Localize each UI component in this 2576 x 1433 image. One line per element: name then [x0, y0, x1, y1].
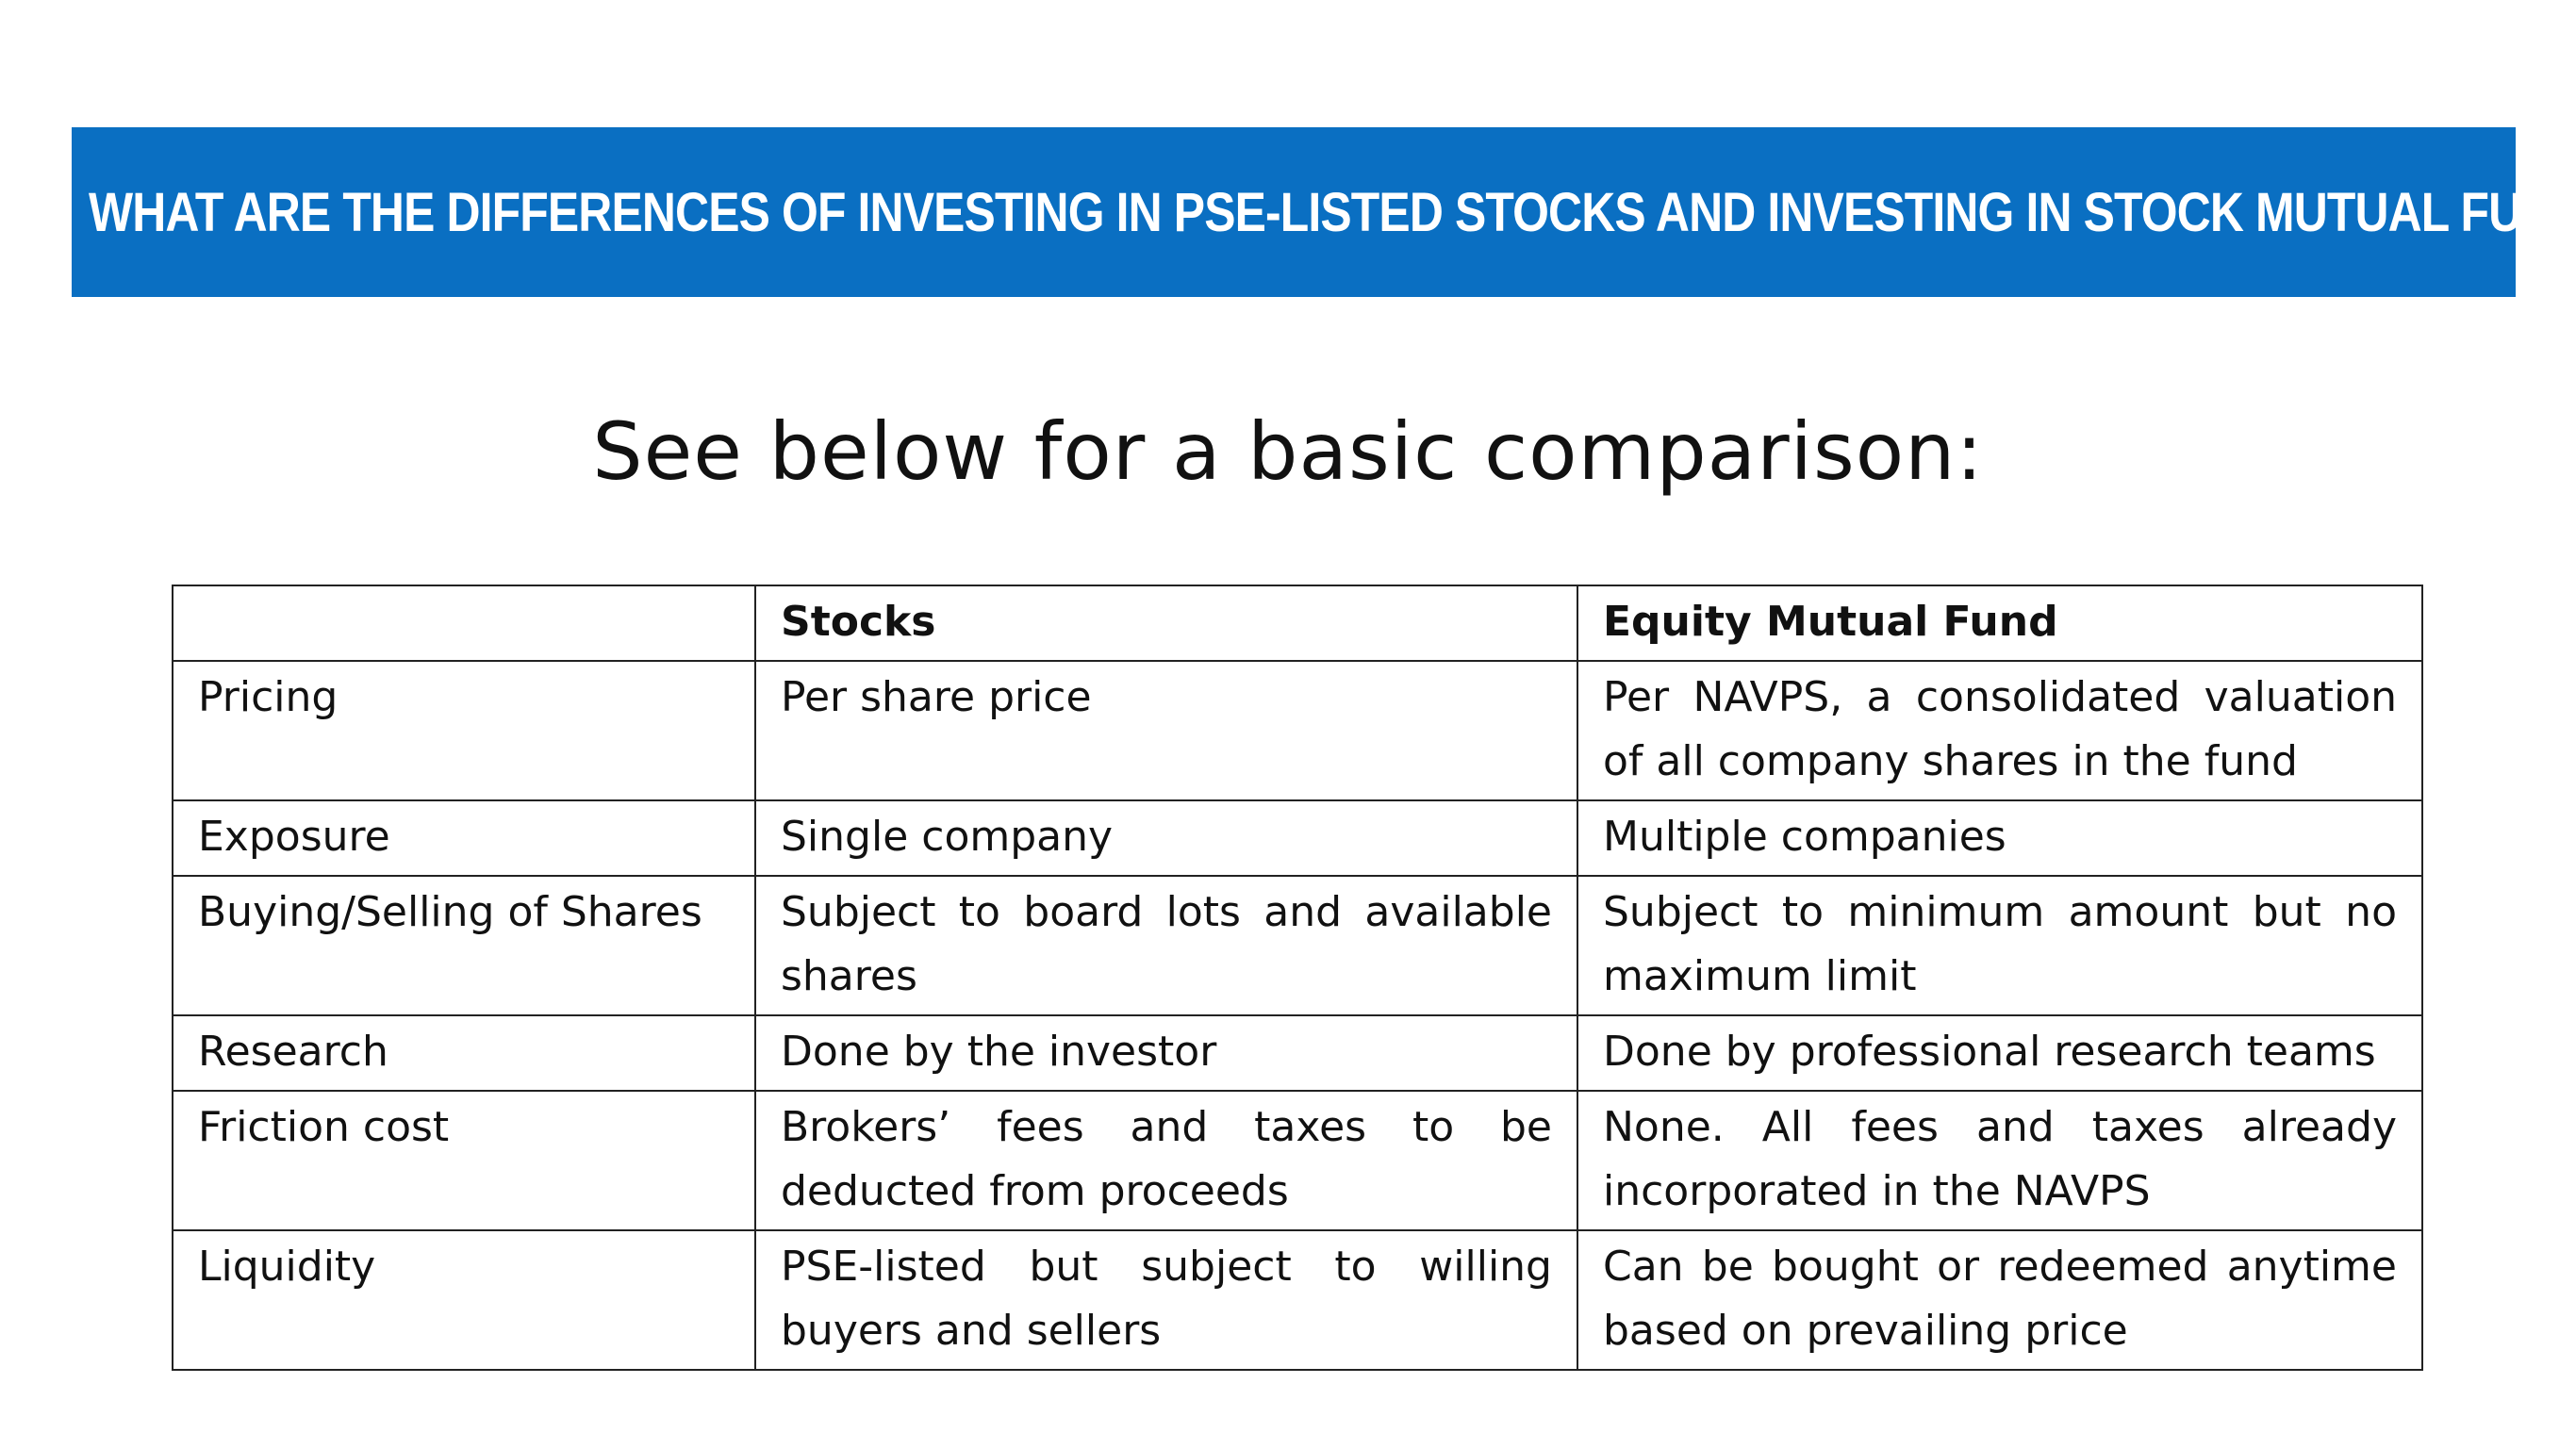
row-label: Research [172, 1014, 756, 1092]
page-title: What are the differences of investing in… [89, 181, 2576, 243]
fund-cell: Per NAVPS, a consolidated valuation of a… [1577, 660, 2423, 801]
stocks-cell: Single company [754, 799, 1578, 877]
header-equity-mutual-fund: Equity Mutual Fund [1577, 585, 2423, 662]
fund-cell: None. All fees and taxes already incorpo… [1577, 1090, 2423, 1231]
row-label: Exposure [172, 799, 756, 877]
row-label: Buying/Selling of Shares [172, 875, 756, 1016]
table-row: Pricing Per share price Per NAVPS, a con… [172, 660, 2423, 801]
subtitle: See below for a basic comparison: [592, 405, 1984, 498]
stocks-cell: Done by the investor [754, 1014, 1578, 1092]
header-empty [172, 585, 756, 662]
table-row: Friction cost Brokers’ fees and taxes to… [172, 1090, 2423, 1231]
title-banner: What are the differences of investing in… [72, 127, 2576, 297]
table-row: Liquidity PSE-listed but subject to will… [172, 1229, 2423, 1371]
row-label: Liquidity [172, 1229, 756, 1371]
stocks-cell: PSE-listed but subject to willing buyers… [754, 1229, 1578, 1371]
row-label: Friction cost [172, 1090, 756, 1231]
table-row: Research Done by the investor Done by pr… [172, 1014, 2423, 1092]
stocks-cell: Brokers’ fees and taxes to be deducted f… [754, 1090, 1578, 1231]
fund-cell: Multiple companies [1577, 799, 2423, 877]
fund-cell: Done by professional research teams [1577, 1014, 2423, 1092]
table-header-row: Stocks Equity Mutual Fund [172, 585, 2423, 662]
fund-cell: Can be bought or redeemed anytime based … [1577, 1229, 2423, 1371]
stocks-cell: Subject to board lots and available shar… [754, 875, 1578, 1016]
table-row: Exposure Single company Multiple compani… [172, 799, 2423, 877]
comparison-table: Stocks Equity Mutual Fund Pricing Per sh… [172, 585, 2423, 1371]
table-row: Buying/Selling of Shares Subject to boar… [172, 875, 2423, 1016]
row-label: Pricing [172, 660, 756, 801]
stocks-cell: Per share price [754, 660, 1578, 801]
fund-cell: Subject to minimum amount but no maximum… [1577, 875, 2423, 1016]
header-stocks: Stocks [754, 585, 1578, 662]
